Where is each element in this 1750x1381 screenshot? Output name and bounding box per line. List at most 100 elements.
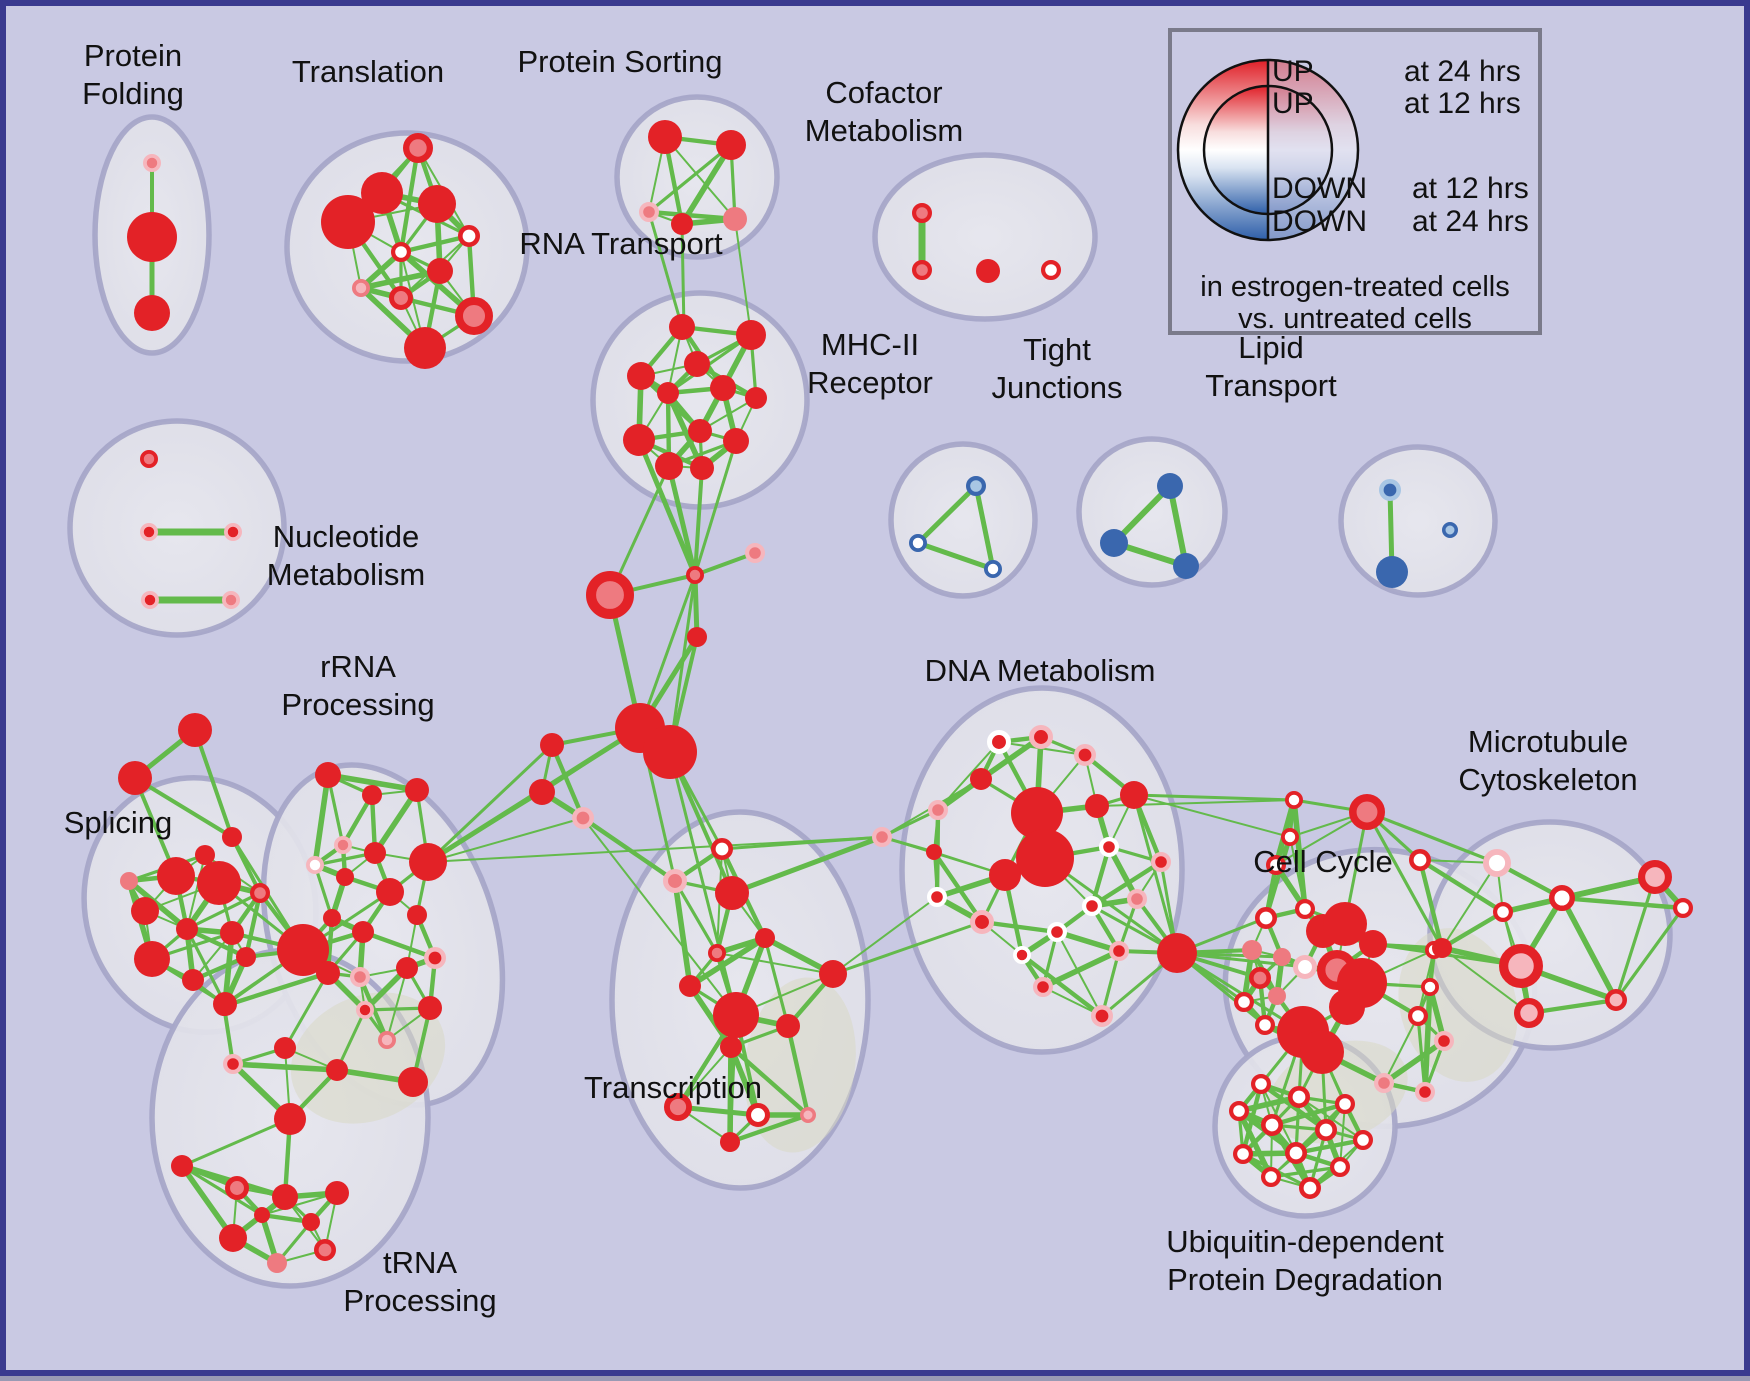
gene-set-node — [1409, 848, 1432, 871]
gene-set-node — [321, 195, 375, 249]
gene-set-node — [1029, 725, 1054, 750]
gene-set-node — [746, 1103, 771, 1128]
gene-set-node — [715, 876, 749, 910]
cluster-label-lipid-transport: Transport — [1205, 368, 1337, 403]
network-edge — [692, 572, 700, 640]
network-edge — [664, 136, 736, 220]
network-edge — [1439, 909, 1506, 951]
cluster-label-rrna-processing: Processing — [281, 687, 434, 722]
gene-set-node — [1492, 901, 1513, 922]
gene-set-node — [1273, 948, 1291, 966]
gene-set-node — [1081, 895, 1102, 916]
gene-set-node — [1379, 478, 1402, 501]
cluster-label-cell-cycle: Cell Cycle — [1253, 844, 1393, 879]
gene-set-node — [356, 1001, 375, 1020]
gene-set-node — [687, 627, 707, 647]
gene-set-node — [1098, 836, 1119, 857]
gene-set-node — [176, 918, 198, 940]
network-edge — [582, 817, 737, 1016]
gene-set-node — [323, 909, 341, 927]
network-edge — [915, 483, 979, 546]
gene-set-node — [1249, 966, 1272, 989]
network-edge — [1441, 862, 1498, 949]
cluster-label-rna-transport: RNA Transport — [519, 226, 723, 261]
gene-set-node — [134, 941, 170, 977]
gene-set-node — [1157, 933, 1197, 973]
gene-set-node — [1433, 1030, 1454, 1051]
gene-set-node — [669, 314, 695, 340]
gene-set-node — [142, 153, 161, 172]
gene-set-node — [909, 534, 928, 553]
gene-set-node — [690, 456, 714, 480]
gene-set-node — [671, 213, 693, 235]
gene-set-node — [1268, 987, 1286, 1005]
gene-set-node — [1672, 897, 1693, 918]
gene-set-node — [965, 476, 986, 497]
gene-set-node — [427, 258, 453, 284]
gene-set-node — [378, 1031, 397, 1050]
gene-set-node — [976, 259, 1000, 283]
cluster-label-mhc-ii-receptor: MHC-II — [821, 327, 919, 362]
gene-set-node — [1359, 930, 1387, 958]
network-edge — [1614, 875, 1657, 1002]
gene-set-node — [1285, 791, 1304, 810]
legend-caption: vs. untreated cells — [1238, 303, 1472, 335]
network-edge — [666, 463, 698, 578]
gene-set-node — [127, 212, 177, 262]
gene-set-node — [716, 130, 746, 160]
gene-set-node — [643, 725, 697, 779]
cluster-label-splicing: Splicing — [64, 805, 173, 840]
gene-set-node — [195, 845, 215, 865]
gene-set-node — [1514, 998, 1545, 1029]
gene-set-node — [1329, 989, 1365, 1025]
cluster-label-nucleotide-metabolism: Metabolism — [267, 557, 426, 592]
network-edge — [973, 483, 996, 572]
legend-direction-label: DOWN — [1272, 205, 1367, 238]
gene-set-node — [745, 387, 767, 409]
legend-time-label: at 24 hrs — [1412, 205, 1529, 238]
cluster-label-translation: Translation — [292, 54, 444, 89]
gene-set-node — [1498, 943, 1543, 988]
gene-set-node — [1255, 906, 1278, 929]
cluster-label-protein-folding: Protein — [84, 38, 182, 73]
gene-set-node — [638, 202, 659, 223]
gene-set-node — [1421, 978, 1440, 997]
legend: UP at 24 hrs UP at 12 hrs DOWN at 12 hrs DOWN a… — [1168, 28, 1542, 335]
network-edge — [679, 142, 734, 227]
gene-set-node — [1281, 828, 1300, 847]
gene-set-node — [713, 992, 759, 1038]
gene-set-node — [1548, 884, 1575, 911]
network-edge — [1089, 844, 1112, 909]
cluster-label-ubiquitin-degradation: Protein Degradation — [1167, 1262, 1443, 1297]
gene-set-node — [306, 856, 325, 875]
gene-set-node — [139, 450, 158, 469]
network-edge — [230, 1061, 340, 1073]
gene-set-node — [720, 1132, 740, 1152]
gene-set-node — [182, 969, 204, 991]
gene-set-node — [402, 132, 433, 163]
gene-set-node — [819, 960, 847, 988]
gene-set-node — [1046, 921, 1067, 942]
gene-set-node — [418, 996, 442, 1020]
gene-set-node — [723, 428, 749, 454]
gene-set-node — [254, 1207, 270, 1223]
network-edge — [668, 750, 738, 1017]
network-edge — [1365, 810, 1444, 950]
cluster-label-nucleotide-metabolism: Nucleotide — [273, 519, 419, 554]
gene-set-node — [684, 351, 710, 377]
gene-set-node — [350, 966, 371, 987]
gene-set-node — [1016, 829, 1074, 887]
network-edge — [1365, 810, 1499, 865]
gene-set-node — [1442, 522, 1458, 538]
gene-set-node — [736, 320, 766, 350]
gene-set-node — [454, 296, 493, 335]
gene-set-node — [1091, 1004, 1114, 1027]
gene-set-node — [663, 869, 688, 894]
network-edge — [126, 878, 190, 932]
network-edge — [931, 849, 985, 925]
gene-set-node — [1013, 946, 1032, 965]
gene-set-node — [1265, 854, 1286, 875]
gene-set-node — [720, 1036, 742, 1058]
gene-set-node — [1260, 1166, 1281, 1187]
